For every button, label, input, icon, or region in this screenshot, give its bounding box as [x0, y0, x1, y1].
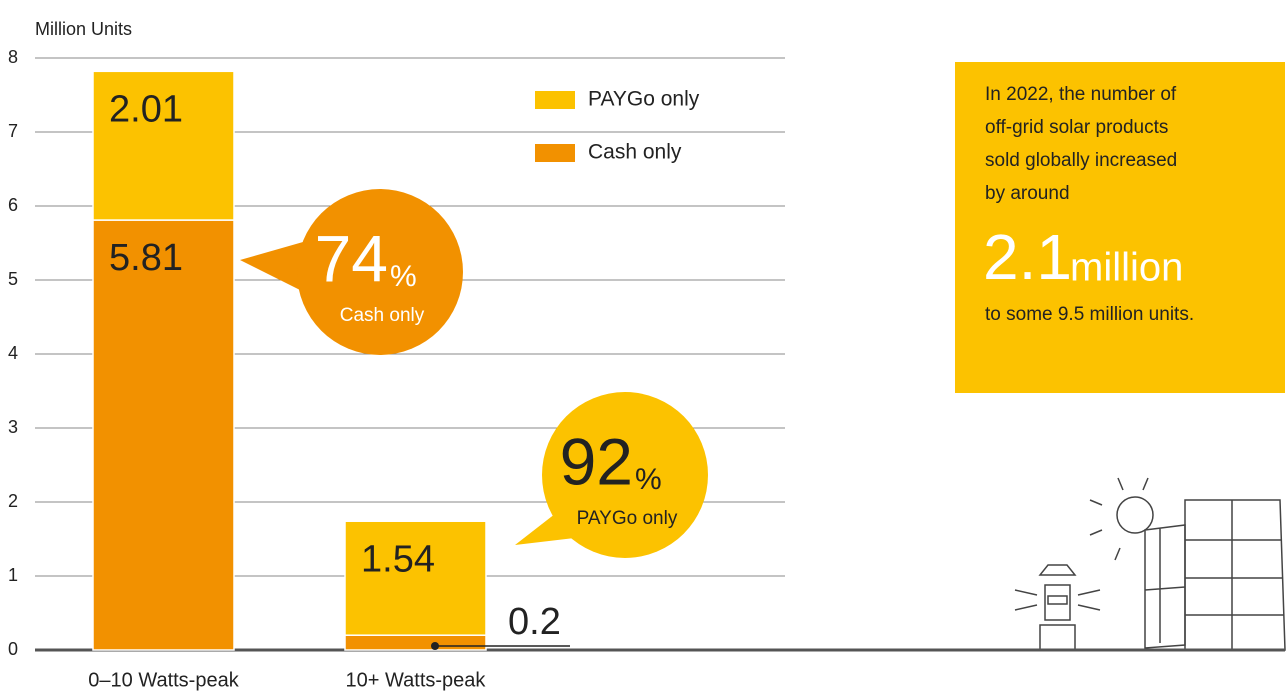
bubble-value: 92 — [560, 424, 633, 498]
value-label: 5.81 — [109, 237, 183, 279]
y-tick-label: 6 — [8, 195, 18, 215]
y-tick-label: 4 — [8, 343, 18, 363]
chart: Million Units In 2022, the number of off… — [0, 0, 1286, 693]
x-tick-label: 0–10 Watts-peak — [88, 669, 239, 691]
callout-text: off-grid solar products — [985, 117, 1168, 138]
callout-big: 2.1 — [983, 221, 1072, 293]
callout-text: to some 9.5 million units. — [985, 304, 1194, 325]
value-label: 0.2 — [508, 601, 561, 643]
y-tick-label: 1 — [8, 565, 18, 585]
bubble-label: PAYGo only — [577, 508, 678, 529]
solar-icon — [1015, 478, 1285, 650]
y-axis-label: Million Units — [35, 19, 132, 39]
callout-big-unit: million — [1070, 246, 1183, 290]
legend-label: PAYGo only — [588, 88, 700, 111]
y-tick-label: 5 — [8, 269, 18, 289]
callout-text: In 2022, the number of — [985, 84, 1177, 105]
value-label: 1.54 — [361, 538, 435, 580]
callout-text: by around — [985, 183, 1070, 204]
y-tick-label: 8 — [8, 47, 18, 67]
legend-swatch — [535, 91, 575, 109]
x-tick-label: 10+ Watts-peak — [346, 669, 487, 691]
y-tick-label: 7 — [8, 121, 18, 141]
bar-segment — [345, 635, 486, 650]
value-label: 2.01 — [109, 88, 183, 130]
legend-label: Cash only — [588, 141, 682, 164]
label-dot — [431, 642, 439, 650]
bar-segment — [93, 220, 234, 650]
bubble-value: 74 — [315, 221, 388, 295]
y-tick-label: 2 — [8, 491, 18, 511]
y-tick-label: 3 — [8, 417, 18, 437]
bubble-unit: % — [390, 260, 417, 293]
bubble-unit: % — [635, 463, 662, 496]
bubble-label: Cash only — [340, 305, 425, 326]
legend-swatch — [535, 144, 575, 162]
y-tick-label: 0 — [8, 639, 18, 659]
callout-text: sold globally increased — [985, 150, 1177, 171]
